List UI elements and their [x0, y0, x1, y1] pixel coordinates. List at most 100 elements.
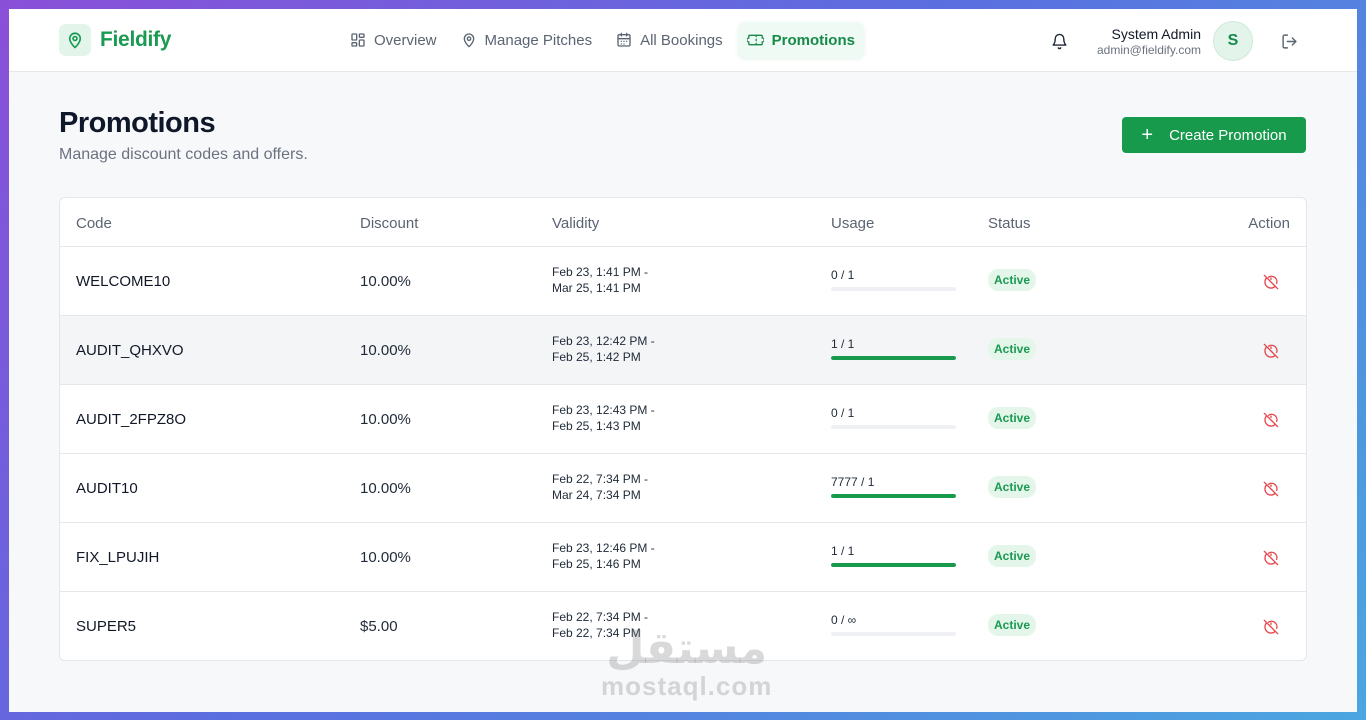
promo-usage: 7777 / 1	[831, 475, 957, 498]
user-email: admin@fieldify.com	[1097, 42, 1201, 57]
nav-promotions[interactable]: Promotions	[737, 22, 864, 58]
top-navbar: Fieldify Overview Manage Pitches All Boo…	[9, 9, 1357, 72]
table-row[interactable]: AUDIT10 10.00% Feb 22, 7:34 PM - Mar 24,…	[60, 454, 1306, 523]
nav-promotions-label: Promotions	[771, 31, 855, 49]
header-discount: Discount	[360, 215, 419, 232]
deactivate-icon[interactable]	[1260, 409, 1282, 431]
nav-overview[interactable]: Overview	[341, 22, 446, 58]
map-pin-icon	[463, 33, 474, 48]
promo-status: Active	[988, 338, 1037, 360]
user-name: System Admin	[1111, 25, 1201, 42]
ticket-icon	[746, 34, 764, 46]
status-badge: Active	[988, 407, 1037, 429]
promo-usage: 0 / 1	[831, 268, 957, 291]
promo-discount: 10.00%	[360, 549, 411, 566]
watermark: مستقل mostaql.com	[601, 627, 772, 702]
header-user-area: System Admin admin@fieldify.com S	[1047, 21, 1299, 61]
header-code: Code	[76, 215, 112, 232]
create-promotion-button[interactable]: + Create Promotion	[1122, 117, 1306, 153]
table-row[interactable]: WELCOME10 10.00% Feb 23, 1:41 PM - Mar 2…	[60, 247, 1306, 316]
promo-validity: Feb 23, 12:46 PM - Feb 25, 1:46 PM	[552, 540, 655, 572]
promo-validity: Feb 23, 12:42 PM - Feb 25, 1:42 PM	[552, 333, 655, 365]
table-row[interactable]: SUPER5 $5.00 Feb 22, 7:34 PM - Feb 22, 7…	[60, 592, 1306, 660]
table-body: WELCOME10 10.00% Feb 23, 1:41 PM - Mar 2…	[60, 247, 1306, 660]
bell-icon[interactable]	[1047, 29, 1071, 53]
status-badge: Active	[988, 338, 1037, 360]
promo-code: AUDIT_QHXVO	[76, 342, 184, 359]
usage-progress-bar	[831, 494, 956, 498]
grid-icon	[351, 33, 365, 47]
header-action: Action	[1248, 215, 1290, 232]
validity-end: Feb 25, 1:42 PM	[552, 350, 641, 364]
status-badge: Active	[988, 476, 1037, 498]
watermark-latin: mostaql.com	[601, 671, 773, 701]
promo-validity: Feb 23, 1:41 PM - Mar 25, 1:41 PM	[552, 264, 648, 296]
usage-count: 7777 / 1	[831, 475, 875, 489]
nav-all-bookings-label: All Bookings	[640, 31, 723, 49]
validity-start: Feb 23, 12:43 PM -	[552, 403, 655, 417]
usage-count: 0 / 1	[831, 268, 855, 282]
promo-usage: 0 / 1	[831, 406, 957, 429]
status-badge: Active	[988, 269, 1037, 291]
usage-progress-bar	[831, 632, 956, 636]
promo-usage: 0 / ∞	[831, 613, 957, 636]
validity-start: Feb 22, 7:34 PM -	[552, 610, 649, 624]
watermark-arabic: مستقل	[606, 623, 768, 674]
logout-icon[interactable]	[1279, 31, 1299, 51]
promo-status: Active	[988, 269, 1037, 291]
nav-manage-pitches[interactable]: Manage Pitches	[452, 22, 602, 58]
header-status: Status	[988, 215, 1031, 232]
map-pin-logo-icon	[59, 24, 91, 56]
usage-progress-bar	[831, 287, 956, 291]
nav-all-bookings[interactable]: All Bookings	[607, 22, 732, 58]
promo-code: FIX_LPUJIH	[76, 549, 160, 566]
promo-discount: 10.00%	[360, 273, 411, 290]
usage-progress-fill	[831, 356, 956, 360]
validity-end: Feb 22, 7:34 PM	[552, 626, 641, 640]
promo-code: SUPER5	[76, 618, 137, 635]
header-validity: Validity	[552, 215, 600, 232]
promo-status: Active	[988, 545, 1037, 567]
page-title: Promotions	[59, 107, 216, 139]
promo-discount: 10.00%	[360, 411, 411, 428]
promo-status: Active	[988, 614, 1037, 636]
validity-start: Feb 23, 1:41 PM -	[552, 265, 649, 279]
promo-validity: Feb 22, 7:34 PM - Mar 24, 7:34 PM	[552, 471, 648, 503]
create-promotion-label: Create Promotion	[1169, 126, 1287, 144]
deactivate-icon[interactable]	[1260, 340, 1282, 362]
validity-start: Feb 23, 12:46 PM -	[552, 541, 655, 555]
table-row[interactable]: FIX_LPUJIH 10.00% Feb 23, 12:46 PM - Feb…	[60, 523, 1306, 592]
deactivate-icon[interactable]	[1260, 547, 1282, 569]
main-nav: Overview Manage Pitches All Bookings Pro…	[341, 22, 870, 58]
promo-status: Active	[988, 476, 1037, 498]
user-info: System Admin admin@fieldify.com	[1097, 26, 1201, 57]
table-row[interactable]: AUDIT_QHXVO 10.00% Feb 23, 12:42 PM - Fe…	[60, 316, 1306, 385]
brand[interactable]: Fieldify	[59, 24, 171, 56]
usage-progress-bar	[831, 356, 956, 360]
brand-name: Fieldify	[100, 28, 172, 51]
validity-end: Mar 25, 1:41 PM	[552, 281, 641, 295]
status-badge: Active	[988, 614, 1037, 636]
avatar[interactable]: S	[1213, 21, 1253, 61]
validity-end: Feb 25, 1:43 PM	[552, 419, 641, 433]
promo-code: WELCOME10	[76, 273, 171, 290]
deactivate-icon[interactable]	[1260, 271, 1282, 293]
deactivate-icon[interactable]	[1260, 616, 1282, 638]
promo-discount: 10.00%	[360, 480, 411, 497]
promo-discount: 10.00%	[360, 342, 411, 359]
nav-manage-pitches-label: Manage Pitches	[484, 31, 593, 49]
validity-end: Feb 25, 1:46 PM	[552, 557, 641, 571]
usage-progress-fill	[831, 563, 956, 567]
usage-progress-fill	[831, 494, 956, 498]
promo-validity: Feb 23, 12:43 PM - Feb 25, 1:43 PM	[552, 402, 655, 434]
calendar-icon	[617, 32, 631, 47]
deactivate-icon[interactable]	[1260, 478, 1282, 500]
table-row[interactable]: AUDIT_2FPZ8O 10.00% Feb 23, 12:43 PM - F…	[60, 385, 1306, 454]
app-window: Fieldify Overview Manage Pitches All Boo…	[9, 9, 1357, 712]
page-subtitle: Manage discount codes and offers.	[59, 146, 308, 163]
header-usage: Usage	[831, 215, 875, 232]
usage-count: 1 / 1	[831, 337, 855, 351]
status-badge: Active	[988, 545, 1037, 567]
promo-validity: Feb 22, 7:34 PM - Feb 22, 7:34 PM	[552, 609, 648, 641]
promo-status: Active	[988, 407, 1037, 429]
